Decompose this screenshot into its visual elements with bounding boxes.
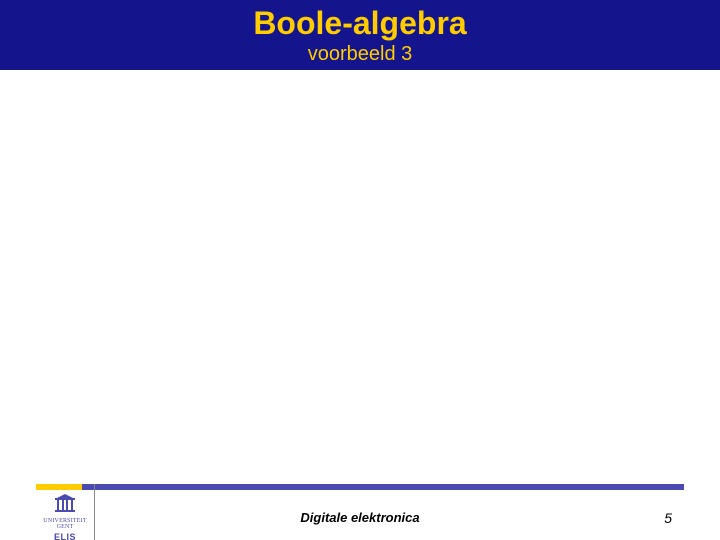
slide-title: Boole-algebra: [0, 6, 720, 41]
footer-bar-accent: [36, 484, 82, 490]
footer-bar: [36, 484, 684, 490]
page-number: 5: [664, 510, 672, 526]
slide-body: [0, 70, 720, 470]
slide-header: Boole-algebra voorbeeld 3: [0, 0, 720, 70]
footer-course-title: Digitale elektronica: [0, 510, 720, 525]
slide-subtitle: voorbeeld 3: [0, 43, 720, 66]
logo-department: ELIS: [40, 532, 90, 540]
slide-footer: UNIVERSITEIT GENT ELIS Digitale elektron…: [0, 484, 720, 540]
